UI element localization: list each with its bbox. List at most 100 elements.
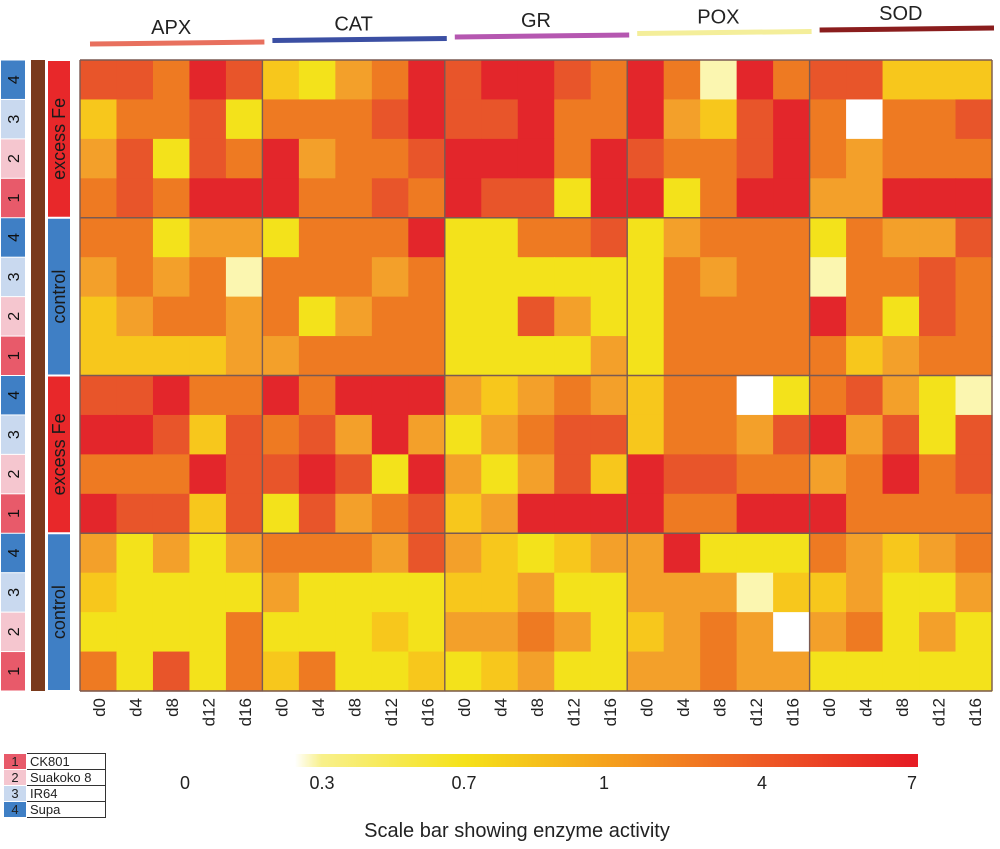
heatmap-cell [444, 414, 482, 455]
heatmap-cell [116, 414, 154, 455]
heatmap-cell [335, 217, 373, 258]
heatmap-cell [700, 375, 738, 416]
heatmap-cell [298, 99, 336, 140]
heatmap-cell [371, 336, 409, 377]
heatmap-cell [736, 257, 774, 298]
heatmap-cell [700, 612, 738, 653]
heatmap-cell [955, 572, 993, 613]
heatmap-cell [371, 375, 409, 416]
heatmap-cell [444, 99, 482, 140]
heatmap-cell [517, 572, 555, 613]
heatmap-cell [335, 60, 373, 101]
heatmap-cell [663, 375, 701, 416]
heatmap-cell [809, 336, 847, 377]
heatmap-cell [408, 612, 446, 653]
heatmap-cell [335, 414, 373, 455]
heatmap-cell [225, 414, 263, 455]
heatmap-cell [481, 533, 519, 574]
heatmap-cell [481, 375, 519, 416]
heatmap-cell [517, 217, 555, 258]
heatmap-cell [736, 651, 774, 692]
heatmap-cell [736, 296, 774, 337]
heatmap-cell [846, 533, 884, 574]
heatmap-cell [736, 572, 774, 613]
heatmap-cell [700, 454, 738, 495]
heatmap-cell [152, 296, 191, 337]
heatmap-cell [444, 336, 482, 377]
heatmap-cell [955, 99, 993, 140]
heatmap-cell [517, 60, 555, 101]
heatmap-cell [554, 60, 592, 101]
heatmap-cell [627, 572, 665, 613]
colorbar-marker [758, 749, 766, 754]
heatmap-cell [189, 533, 227, 574]
heatmap-cell [371, 60, 409, 101]
heatmap-cell [189, 138, 227, 179]
heatmap-cell [773, 572, 811, 613]
cultivar-row-swatch [1, 178, 25, 218]
heatmap-cell [627, 336, 665, 377]
heatmap-cell [773, 612, 811, 653]
heatmap-cell [846, 493, 884, 534]
heatmap-cell [554, 454, 592, 495]
cultivar-row-swatch [1, 573, 25, 612]
heatmap-cell [80, 375, 118, 416]
heatmap-cell [955, 651, 993, 692]
heatmap-cell [919, 572, 957, 613]
day-tick-label: d4 [492, 698, 511, 717]
heatmap-cell [262, 178, 300, 219]
cultivar-row-label: 1 [6, 509, 23, 518]
heatmap-cell [590, 257, 628, 298]
colorbar-tick-label: 0.7 [451, 773, 477, 793]
heatmap-cell [590, 178, 628, 219]
enzyme-header-label: POX [697, 7, 739, 29]
heatmap-cell [152, 138, 191, 179]
heatmap-cell [408, 572, 446, 613]
day-tick-label: d12 [929, 698, 948, 726]
heatmap-cell [80, 138, 118, 179]
legend-cultivar-name: CK801 [26, 753, 106, 770]
heatmap-cell [846, 138, 884, 179]
heatmap-cell [408, 217, 446, 258]
heatmap-cell [116, 533, 154, 574]
heatmap-cell [298, 493, 336, 534]
heatmap-cell [335, 336, 373, 377]
heatmap-cell [116, 296, 154, 337]
heatmap-cell [116, 217, 154, 258]
day-tick-label: d0 [273, 698, 292, 717]
heatmap-cell [882, 217, 920, 258]
heatmap-cell [955, 612, 993, 653]
heatmap-cell [481, 612, 519, 653]
heatmap-cell [116, 257, 154, 298]
day-tick-label: d12 [747, 698, 766, 726]
heatmap-cell [189, 414, 227, 455]
heatmap-cell [919, 99, 957, 140]
heatmap-cell [736, 454, 774, 495]
heatmap-cell [189, 572, 227, 613]
heatmap-cell [152, 454, 191, 495]
heatmap-cell [773, 454, 811, 495]
heatmap-cell [225, 572, 263, 613]
heatmap-cell [955, 138, 993, 179]
day-tick-label: d4 [856, 698, 875, 717]
day-tick-label: d0 [637, 698, 656, 717]
treatment-block [48, 534, 70, 690]
heatmap-cell [773, 60, 811, 101]
heatmap-cell [371, 454, 409, 495]
heatmap-cell [371, 178, 409, 219]
heatmap-cell [700, 651, 738, 692]
cultivar-row-label: 2 [6, 312, 23, 321]
heatmap-cell [444, 138, 482, 179]
heatmap-cell [371, 414, 409, 455]
heatmap-cell [882, 612, 920, 653]
heatmap-cell [298, 375, 336, 416]
heatmap-cell [736, 178, 774, 219]
heatmap-cell [408, 454, 446, 495]
heatmap-cell [554, 336, 592, 377]
heatmap-cell [225, 138, 263, 179]
heatmap-cell [554, 217, 592, 258]
heatmap-cell [335, 493, 373, 534]
heatmap-cell [700, 178, 738, 219]
heatmap-cell [517, 138, 555, 179]
heatmap-cell [773, 138, 811, 179]
